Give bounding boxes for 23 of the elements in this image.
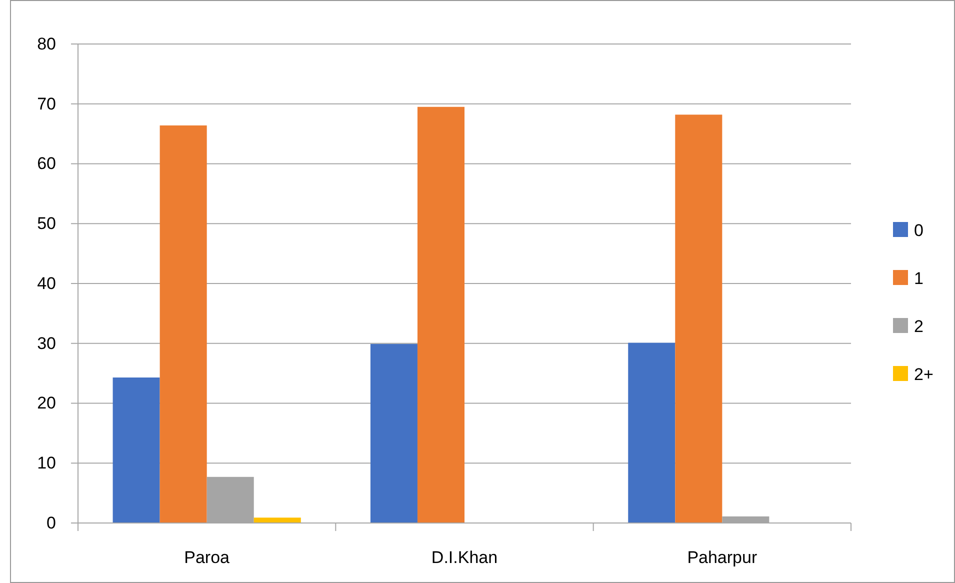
x-tick-label: Paroa	[184, 548, 230, 567]
bar	[417, 106, 464, 523]
y-tick-label: 20	[37, 394, 56, 413]
bar	[160, 125, 207, 523]
y-tick-label: 60	[37, 154, 56, 174]
bar	[254, 518, 301, 523]
bar	[112, 378, 160, 523]
y-tick-label: 10	[37, 454, 56, 473]
y-tick-label: 40	[37, 274, 56, 293]
bar	[675, 114, 722, 523]
legend-label: 1	[914, 269, 924, 288]
x-tick-label: D.I.Khan	[431, 548, 498, 567]
legend-label: 2+	[914, 365, 934, 384]
y-tick-label: 70	[37, 94, 56, 114]
legend-label: 2	[914, 317, 924, 336]
y-tick-label: 30	[37, 334, 56, 353]
legend-label: 0	[914, 221, 924, 240]
y-tick-label: 0	[46, 513, 56, 532]
bar	[628, 342, 676, 523]
y-tick-label: 50	[37, 214, 56, 234]
x-tick-label: Paharpur	[687, 548, 758, 567]
y-tick-label: 80	[37, 34, 56, 54]
bar	[370, 344, 418, 523]
